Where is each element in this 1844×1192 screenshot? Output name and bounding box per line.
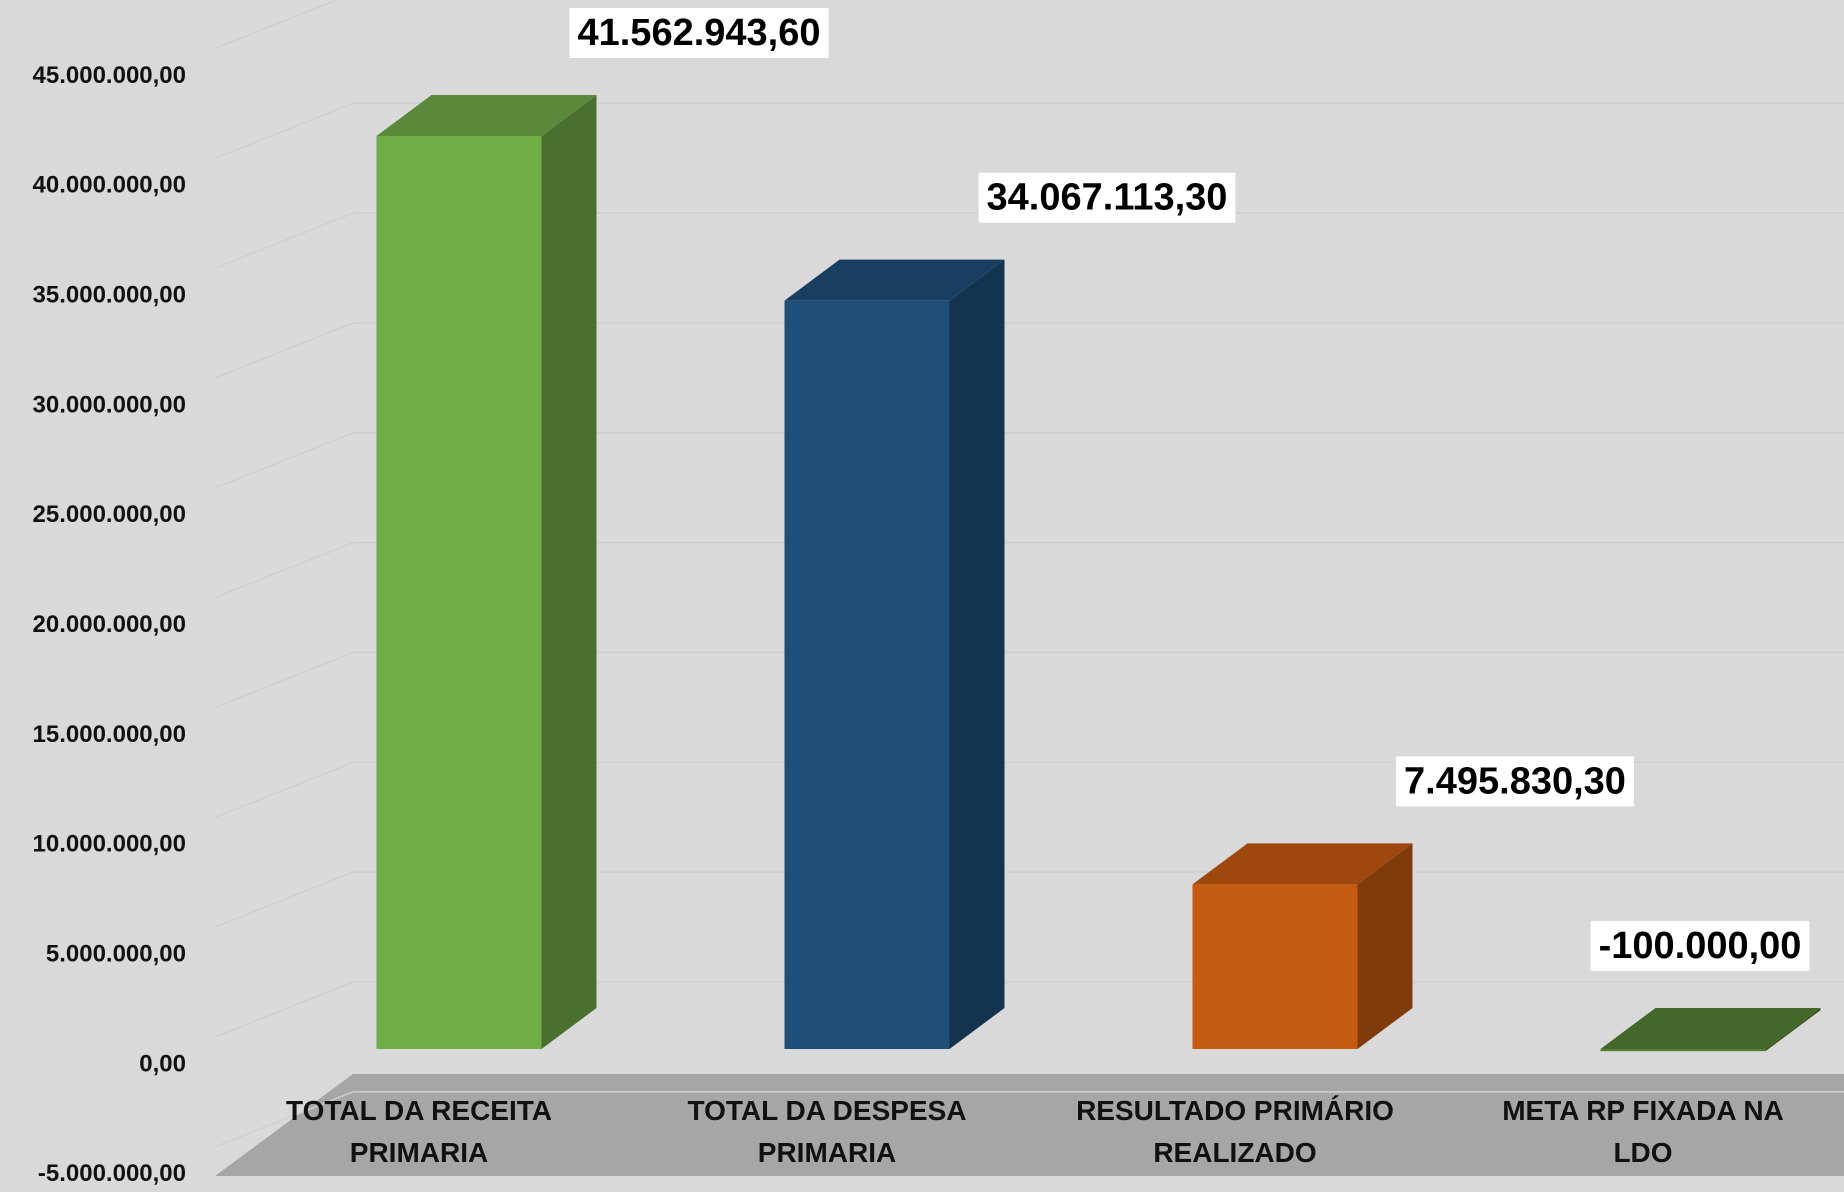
grid-line: [214, 212, 1844, 269]
x-tick-label: TOTAL DA RECEITA PRIMARIA: [286, 1095, 552, 1168]
bar-top: [784, 259, 1005, 301]
grid-line: [214, 102, 1844, 160]
bar-front: [784, 300, 950, 1050]
y-tick-label: 35.000.000,00: [33, 282, 186, 309]
bar-front: [1600, 1049, 1766, 1052]
y-tick-label: 5.000.000,00: [46, 941, 186, 968]
grid-line: [214, 651, 1844, 709]
bar: [376, 95, 597, 1049]
value-label: 7.495.830,30: [1404, 760, 1626, 802]
value-label-box: [569, 8, 829, 59]
floor: [215, 1074, 1844, 1176]
grid-line: [214, 322, 1844, 379]
bar-top: [1600, 1008, 1821, 1049]
value-label: -100.000,00: [1599, 925, 1802, 967]
bar-side: [1765, 1008, 1821, 1052]
grid-line: [214, 541, 1844, 599]
y-tick-label: 40.000.000,00: [33, 172, 186, 199]
x-tick-label: META RP FIXADA NA LDO: [1502, 1095, 1784, 1168]
y-tick-label: -5.000.000,00: [38, 1160, 186, 1187]
bar-side: [1357, 843, 1413, 1049]
y-tick-label: 45.000.000,00: [33, 62, 186, 89]
y-tick-label: 20.000.000,00: [33, 611, 186, 638]
bar-top: [1192, 843, 1413, 885]
value-label: 34.067.113,30: [987, 177, 1228, 219]
value-label: 41.562.943,60: [577, 12, 820, 54]
bar-top: [376, 95, 597, 137]
y-tick-label: 10.000.000,00: [33, 831, 186, 858]
bar: [784, 259, 1005, 1050]
bar-front: [1192, 884, 1358, 1049]
x-tick-label: TOTAL DA DESPESA PRIMARIA: [687, 1095, 967, 1168]
value-label-box: [978, 172, 1236, 223]
x-tick-label: RESULTADO PRIMÁRIO REALIZADO: [1076, 1095, 1394, 1168]
bar: [1192, 843, 1413, 1049]
grid-line: [214, 1091, 1844, 1148]
grid-line: [214, 432, 1844, 489]
bar-side: [541, 95, 597, 1049]
value-label-box: [1396, 756, 1634, 807]
y-tick-label: 30.000.000,00: [33, 391, 186, 418]
bar-side: [949, 259, 1005, 1050]
grid-line: [214, 761, 1844, 819]
bar-front: [376, 136, 542, 1049]
grid-line: [214, 0, 339, 50]
value-label-box: [1590, 921, 1810, 972]
bar: [1600, 1008, 1821, 1052]
y-tick-label: 25.000.000,00: [33, 501, 186, 528]
y-tick-label: 15.000.000,00: [33, 721, 186, 748]
y-tick-label: 0,00: [139, 1050, 186, 1077]
